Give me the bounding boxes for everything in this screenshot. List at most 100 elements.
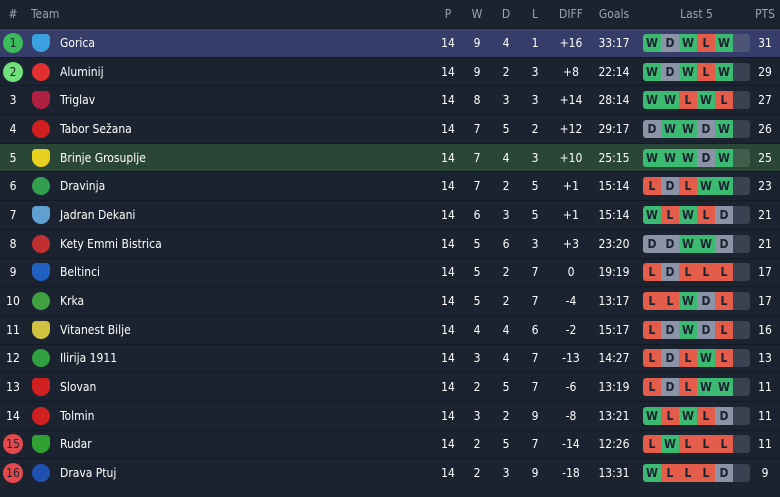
draws: 6 bbox=[502, 236, 510, 251]
goals: 22:14 bbox=[598, 64, 630, 79]
rank-badge: 15 bbox=[3, 434, 23, 455]
team-name[interactable]: Dravinja bbox=[60, 179, 106, 194]
draws: 4 bbox=[502, 351, 510, 366]
team-name[interactable]: Vitanest Bilje bbox=[60, 322, 131, 337]
played: 14 bbox=[441, 150, 455, 165]
team-name[interactable]: Slovan bbox=[60, 380, 97, 395]
goal-diff: +8 bbox=[563, 64, 579, 79]
rank-badge: 3 bbox=[9, 93, 17, 108]
team-name[interactable]: Ilirija 1911 bbox=[60, 351, 118, 366]
goals: 19:19 bbox=[598, 265, 630, 280]
points: 21 bbox=[758, 207, 772, 222]
form-result: W bbox=[679, 205, 697, 224]
team-name[interactable]: Beltinci bbox=[60, 265, 101, 280]
form-result: L bbox=[643, 320, 661, 339]
draws: 5 bbox=[502, 121, 510, 136]
form-result: L bbox=[661, 464, 679, 483]
form-result: W bbox=[697, 378, 715, 397]
team-logo-icon bbox=[31, 115, 51, 143]
form-result: L bbox=[679, 91, 697, 110]
form-result: L bbox=[697, 263, 715, 282]
goal-diff: -18 bbox=[562, 466, 580, 481]
team-logo-icon bbox=[31, 172, 51, 200]
goals: 25:15 bbox=[598, 150, 630, 165]
team-name[interactable]: Brinje Grosuplje bbox=[60, 150, 146, 165]
form-result: L bbox=[661, 292, 679, 311]
form-result: D bbox=[697, 148, 715, 167]
played: 14 bbox=[441, 380, 455, 395]
team-name[interactable]: Tabor Sežana bbox=[60, 121, 132, 136]
header-wins: W bbox=[471, 7, 483, 21]
table-header: # Team P W D L DIFF Goals Last 5 PTS bbox=[0, 0, 780, 28]
losses: 5 bbox=[531, 179, 539, 194]
wins: 2 bbox=[473, 380, 481, 395]
form-result: W bbox=[643, 33, 661, 52]
table-row[interactable]: 8 Kety Emmi Bistrica 14 5 6 3 +3 23:20 D… bbox=[0, 228, 780, 258]
goals: 33:17 bbox=[598, 35, 630, 50]
team-name[interactable]: Rudar bbox=[60, 437, 92, 452]
rank-badge: 2 bbox=[3, 61, 23, 82]
played: 14 bbox=[441, 294, 455, 309]
rank-cell: 16 bbox=[0, 459, 26, 487]
team-name[interactable]: Triglav bbox=[60, 93, 96, 108]
form-result: D bbox=[661, 177, 679, 196]
team-logo-icon bbox=[31, 316, 51, 344]
team-logo-icon bbox=[31, 459, 51, 487]
team-name[interactable]: Krka bbox=[60, 294, 85, 309]
goal-diff: -8 bbox=[565, 408, 577, 423]
form-result: D bbox=[715, 464, 733, 483]
form-result: L bbox=[643, 292, 661, 311]
team-name[interactable]: Tolmin bbox=[60, 408, 95, 423]
wins: 4 bbox=[473, 322, 481, 337]
points: 13 bbox=[758, 351, 772, 366]
rank-badge: 7 bbox=[9, 207, 17, 222]
wins: 3 bbox=[473, 351, 481, 366]
header-goals: Goals bbox=[598, 7, 630, 21]
rank-cell: 12 bbox=[0, 345, 26, 373]
form-result: L bbox=[715, 292, 733, 311]
points: 11 bbox=[758, 437, 772, 452]
form-result: W bbox=[643, 148, 661, 167]
draws: 2 bbox=[502, 64, 510, 79]
goal-diff: -13 bbox=[562, 351, 580, 366]
header-played: P bbox=[444, 7, 452, 21]
points: 17 bbox=[758, 294, 772, 309]
team-name[interactable]: Gorica bbox=[60, 35, 95, 50]
wins: 3 bbox=[473, 408, 481, 423]
team-name[interactable]: Jadran Dekani bbox=[60, 207, 136, 222]
form-result: W bbox=[679, 320, 697, 339]
goal-diff: -14 bbox=[562, 437, 580, 452]
team-name[interactable]: Drava Ptuj bbox=[60, 466, 117, 481]
form-result: L bbox=[715, 263, 733, 282]
form-result: W bbox=[715, 62, 733, 81]
team-name[interactable]: Kety Emmi Bistrica bbox=[60, 236, 162, 251]
form-result: L bbox=[697, 62, 715, 81]
form-result: W bbox=[697, 177, 715, 196]
draws: 4 bbox=[502, 150, 510, 165]
header-draws: D bbox=[501, 7, 511, 21]
form-result: L bbox=[661, 205, 679, 224]
form-result: W bbox=[679, 148, 697, 167]
wins: 8 bbox=[473, 93, 481, 108]
team-name[interactable]: Aluminij bbox=[60, 64, 104, 79]
points: 27 bbox=[758, 93, 772, 108]
